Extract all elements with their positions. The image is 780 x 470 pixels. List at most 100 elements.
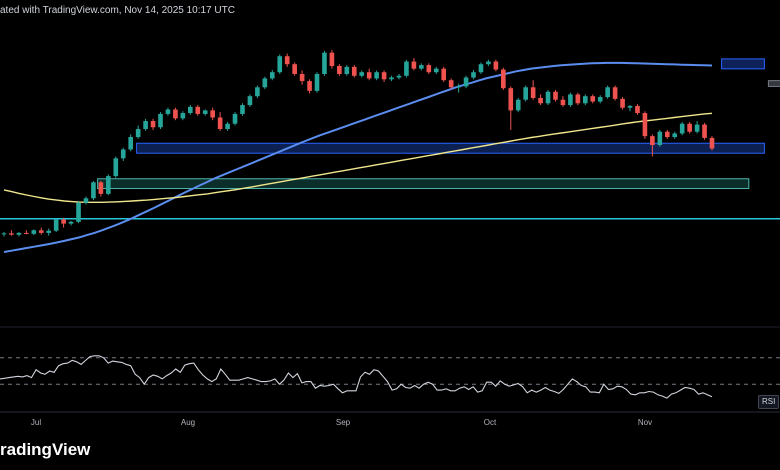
candle-body <box>404 61 409 76</box>
candle-body <box>46 230 52 233</box>
candle <box>262 76 268 90</box>
candle <box>366 68 372 81</box>
candle-body <box>344 66 350 74</box>
candle-body <box>83 198 89 203</box>
zone-neutral <box>767 80 780 87</box>
candle-body <box>679 123 685 134</box>
candle-body <box>120 149 126 159</box>
candle-body <box>635 105 640 114</box>
candle-body <box>605 87 610 98</box>
candle <box>448 78 454 90</box>
candle-body <box>61 219 66 224</box>
candle-body <box>657 131 663 146</box>
candle <box>292 62 297 76</box>
candle <box>344 65 350 76</box>
candle <box>553 89 558 102</box>
candle-body <box>366 72 372 79</box>
zone-supply <box>721 58 765 70</box>
candle-body <box>195 106 201 114</box>
candle-body <box>515 99 521 111</box>
candle <box>694 121 700 134</box>
candle-body <box>493 61 499 70</box>
candle <box>456 83 461 93</box>
candle-body <box>411 61 417 69</box>
candle <box>478 62 484 74</box>
time-axis: Jul Aug Sep Oct Nov <box>31 418 652 427</box>
candle <box>672 131 678 139</box>
candle <box>106 174 111 196</box>
candle-body <box>463 77 469 87</box>
candle <box>232 112 238 126</box>
candle-body <box>642 113 648 137</box>
candle <box>31 229 37 236</box>
candle-body <box>24 232 29 234</box>
candle-body <box>337 65 342 74</box>
candle <box>1 232 7 237</box>
candle <box>143 118 148 131</box>
candle <box>247 94 253 107</box>
candle <box>404 59 409 78</box>
candle <box>329 50 335 69</box>
candle <box>128 134 134 152</box>
candle-body <box>76 202 81 222</box>
candle <box>113 156 119 178</box>
candle-body <box>16 232 22 235</box>
candle <box>299 70 305 85</box>
candle-body <box>530 87 536 98</box>
zone-demand_lower <box>97 178 750 190</box>
candle <box>225 121 230 131</box>
candle <box>135 125 141 139</box>
candle-body <box>158 113 163 128</box>
candle <box>217 112 223 131</box>
candle <box>188 105 193 115</box>
candle <box>210 107 215 121</box>
candle <box>582 94 588 106</box>
candle-body <box>672 133 678 138</box>
candle <box>150 118 156 130</box>
candle-body <box>560 99 566 106</box>
candle-body <box>553 91 558 100</box>
candle-body <box>441 68 447 81</box>
candle-body <box>188 106 193 114</box>
candle <box>374 70 379 81</box>
candle-body <box>98 182 104 194</box>
candle <box>530 80 536 100</box>
candle <box>545 89 551 106</box>
candle-body <box>91 182 96 199</box>
candle <box>83 196 89 205</box>
candle-body <box>389 77 394 80</box>
candle <box>426 63 432 74</box>
candle-body <box>68 221 74 224</box>
candle-body <box>240 105 245 114</box>
candle-body <box>135 129 141 138</box>
candle-body <box>232 113 238 124</box>
candle <box>173 107 178 121</box>
candle <box>679 121 685 136</box>
candle <box>687 121 692 134</box>
candle <box>53 218 59 233</box>
rsi-label[interactable]: RSI <box>758 395 780 409</box>
candle-body <box>314 73 320 91</box>
candle <box>441 66 447 82</box>
candle-body <box>612 87 618 99</box>
candle <box>76 200 81 224</box>
candle <box>560 96 566 107</box>
candle <box>575 92 581 106</box>
x-tick-label: Oct <box>484 418 497 427</box>
candle-body <box>262 78 268 88</box>
candle <box>523 85 528 102</box>
candle-body <box>292 64 297 74</box>
candle <box>471 69 476 80</box>
candle-body <box>664 131 670 138</box>
candle-body <box>9 233 14 235</box>
candle-body <box>456 86 461 88</box>
candle <box>9 230 14 236</box>
attribution-text: ated with TradingView.com, Nov 14, 2025 … <box>0 5 235 16</box>
candle-body <box>627 105 633 108</box>
candles-layer <box>1 50 715 237</box>
ma-fast-line <box>3 61 713 253</box>
candle <box>568 92 573 107</box>
candle <box>307 79 312 94</box>
candle-body <box>501 69 506 89</box>
